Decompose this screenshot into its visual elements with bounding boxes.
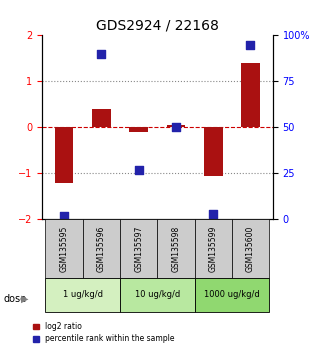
Point [62, 213, 67, 219]
Title: GDS2924 / 22168: GDS2924 / 22168 [96, 19, 219, 33]
Bar [241, 63, 260, 127]
FancyBboxPatch shape [46, 219, 83, 278]
FancyBboxPatch shape [195, 219, 232, 278]
Bar [167, 125, 185, 127]
Bar [92, 109, 111, 127]
FancyBboxPatch shape [120, 278, 195, 312]
Bar [55, 127, 74, 183]
Text: 10 ug/kg/d: 10 ug/kg/d [135, 290, 180, 299]
Text: 1000 ug/kg/d: 1000 ug/kg/d [204, 290, 260, 299]
Text: GSM135597: GSM135597 [134, 225, 143, 272]
Bar [129, 127, 148, 132]
Text: ▶: ▶ [21, 294, 28, 304]
Text: GSM135600: GSM135600 [246, 225, 255, 272]
Point [173, 125, 178, 130]
Text: 1 ug/kg/d: 1 ug/kg/d [63, 290, 103, 299]
Text: GSM135599: GSM135599 [209, 225, 218, 272]
Legend: log2 ratio, percentile rank within the sample: log2 ratio, percentile rank within the s… [33, 322, 174, 343]
Bar [204, 127, 222, 176]
Point [248, 42, 253, 47]
Text: GSM135595: GSM135595 [60, 225, 69, 272]
FancyBboxPatch shape [83, 219, 120, 278]
FancyBboxPatch shape [195, 278, 269, 312]
FancyBboxPatch shape [46, 278, 120, 312]
Point [99, 51, 104, 57]
FancyBboxPatch shape [157, 219, 195, 278]
FancyBboxPatch shape [120, 219, 157, 278]
Point [211, 211, 216, 217]
FancyBboxPatch shape [232, 219, 269, 278]
Text: GSM135598: GSM135598 [171, 225, 180, 272]
Text: GSM135596: GSM135596 [97, 225, 106, 272]
Point [136, 167, 141, 173]
Text: dose: dose [3, 294, 26, 304]
